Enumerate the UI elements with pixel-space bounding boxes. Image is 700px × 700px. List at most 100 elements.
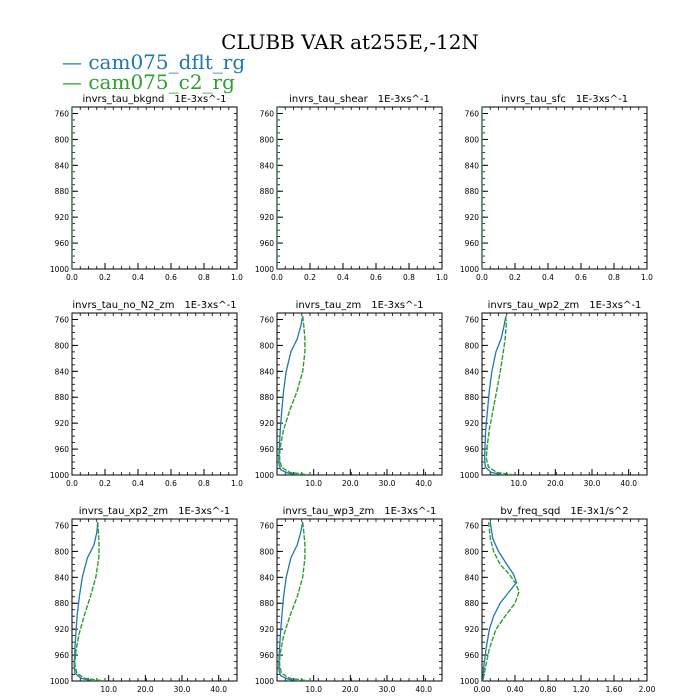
panel-title-name: invrs_tau_shear — [289, 94, 369, 105]
x-tick-label: 0.2 — [99, 273, 111, 282]
y-tick-label: 880 — [260, 187, 275, 196]
x-tick-label: 0.4 — [542, 273, 554, 282]
series-line-cam075_dflt_rg — [278, 522, 304, 681]
y-tick-label: 760 — [260, 315, 275, 324]
y-tick-label: 840 — [260, 573, 275, 582]
y-tick-label: 920 — [260, 625, 275, 634]
panel-bv_freq_sqd: bv_freq_sqd 1E-3x1/s^2 760 800 840 880 920 960 1… — [460, 506, 656, 694]
panel-title-name: invrs_tau_wp2_zm — [488, 300, 580, 311]
x-tick-label: 30.0 — [379, 685, 396, 694]
y-tick-label: 880 — [55, 393, 70, 402]
y-tick-label: 960 — [465, 445, 480, 454]
x-tick-label: 20.0 — [137, 685, 154, 694]
panel-title-units: 1E-3xs^-1 — [178, 506, 230, 517]
y-tick-label: 800 — [55, 135, 70, 144]
panel-title-name: invrs_tau_wp3_zm — [283, 506, 375, 517]
y-tick-label: 920 — [465, 213, 480, 222]
x-tick-label: 10.0 — [305, 685, 322, 694]
y-tick-label: 800 — [260, 547, 275, 556]
legend-label: cam075_c2_rg — [88, 70, 235, 94]
y-tick-label: 1000 — [50, 677, 69, 686]
figure-title: CLUBB VAR at255E,-12N — [221, 30, 479, 54]
y-tick-label: 760 — [465, 315, 480, 324]
x-tick-label: 0.6 — [165, 273, 177, 282]
y-tick-label: 960 — [260, 651, 275, 660]
y-tick-label: 1000 — [255, 471, 274, 480]
y-tick-label: 840 — [55, 161, 70, 170]
y-tick-label: 840 — [465, 367, 480, 376]
x-tick-label: 0.2 — [304, 273, 316, 282]
x-tick-label: 10.0 — [510, 479, 527, 488]
y-tick-label: 760 — [260, 521, 275, 530]
y-tick-label: 880 — [465, 599, 480, 608]
legend-dash: — — [62, 70, 89, 94]
y-tick-label: 920 — [260, 213, 275, 222]
panel-title-name: invrs_tau_sfc — [501, 94, 566, 105]
x-tick-label: 40.0 — [210, 685, 227, 694]
series-line-cam075_c2_rg — [74, 522, 106, 681]
y-tick-label: 840 — [465, 161, 480, 170]
plot-frame — [276, 106, 443, 270]
series-line-cam075_c2_rg — [278, 316, 311, 475]
plot-frame — [276, 312, 443, 476]
panel-invrs_tau_bkgnd: invrs_tau_bkgnd 1E-3xs^-1 760 800 840 880 920 9… — [50, 94, 243, 282]
series-line-cam075_c2_rg — [482, 522, 520, 681]
x-tick-label: 0.80 — [540, 685, 557, 694]
x-tick-label: 0.0 — [66, 273, 78, 282]
x-tick-label: 0.6 — [370, 273, 382, 282]
panel-title-name: invrs_tau_zm — [296, 300, 362, 311]
x-tick-label: 0.6 — [165, 479, 177, 488]
y-tick-label: 880 — [465, 393, 480, 402]
x-tick-label: 40.0 — [415, 479, 432, 488]
x-tick-label: 10.0 — [100, 685, 117, 694]
x-tick-label: 20.0 — [342, 479, 359, 488]
panel-invrs_tau_no_N2_zm: invrs_tau_no_N2_zm 1E-3xs^-1 760 800 840 880 9… — [50, 300, 243, 488]
y-tick-label: 880 — [55, 187, 70, 196]
panel-title: invrs_tau_zm 1E-3xs^-1 — [296, 300, 424, 311]
y-tick-label: 880 — [260, 599, 275, 608]
panel-title-units: 1E-3xs^-1 — [184, 300, 236, 311]
x-tick-label: 40.0 — [415, 685, 432, 694]
x-tick-label: 0.00 — [474, 685, 491, 694]
panel-title-units: 1E-3xs^-1 — [576, 94, 628, 105]
x-tick-label: 1.20 — [573, 685, 590, 694]
x-tick-label: 40.0 — [620, 479, 637, 488]
legend-dash: — — [62, 50, 89, 74]
y-tick-label: 880 — [260, 393, 275, 402]
x-tick-label: 20.0 — [342, 685, 359, 694]
y-tick-label: 760 — [260, 109, 275, 118]
panel-invrs_tau_xp2_zm: invrs_tau_xp2_zm 1E-3xs^-1 760 800 840 880 920… — [50, 506, 238, 694]
series-line-cam075_c2_rg — [485, 316, 516, 475]
panel-title: invrs_tau_no_N2_zm 1E-3xs^-1 — [72, 300, 236, 311]
y-tick-label: 800 — [260, 341, 275, 350]
panel-title-units: 1E-3xs^-1 — [174, 94, 226, 105]
y-tick-label: 800 — [465, 135, 480, 144]
y-tick-label: 800 — [260, 135, 275, 144]
series-line-cam075_dflt_rg — [482, 522, 518, 681]
panel-title: invrs_tau_xp2_zm 1E-3xs^-1 — [79, 506, 231, 517]
legend-label: cam075_dflt_rg — [88, 50, 246, 74]
series-line-cam075_dflt_rg — [278, 316, 304, 475]
y-tick-label: 800 — [465, 547, 480, 556]
x-tick-label: 0.8 — [403, 273, 415, 282]
panel-title-units: 1E-3xs^-1 — [371, 300, 423, 311]
panel-title: invrs_tau_wp3_zm 1E-3xs^-1 — [283, 506, 437, 517]
x-tick-label: 0.0 — [66, 479, 78, 488]
panel-invrs_tau_zm: invrs_tau_zm 1E-3xs^-1 760 800 840 880 920 960 1… — [255, 300, 443, 488]
legend-entry-c2: — cam075_c2_rg — [62, 70, 235, 94]
panel-title-name: invrs_tau_bkgnd — [82, 94, 164, 105]
panel-invrs_tau_wp3_zm: invrs_tau_wp3_zm 1E-3xs^-1 760 800 840 880 920… — [255, 506, 443, 694]
panel-invrs_tau_sfc: invrs_tau_sfc 1E-3xs^-1 760 800 840 880 920 960… — [460, 94, 653, 282]
x-tick-label: 0.4 — [337, 273, 349, 282]
x-tick-label: 0.0 — [476, 273, 488, 282]
plot-frame — [481, 518, 648, 682]
y-tick-label: 1000 — [50, 471, 69, 480]
panel-title-name: bv_freq_sqd — [500, 506, 560, 517]
y-tick-label: 1000 — [255, 265, 274, 274]
plot-frame — [481, 106, 648, 270]
x-tick-label: 0.8 — [198, 273, 210, 282]
y-tick-label: 760 — [465, 109, 480, 118]
y-tick-label: 840 — [55, 573, 70, 582]
y-tick-label: 960 — [465, 651, 480, 660]
panel-title-units: 1E-3x1/s^2 — [570, 506, 628, 517]
